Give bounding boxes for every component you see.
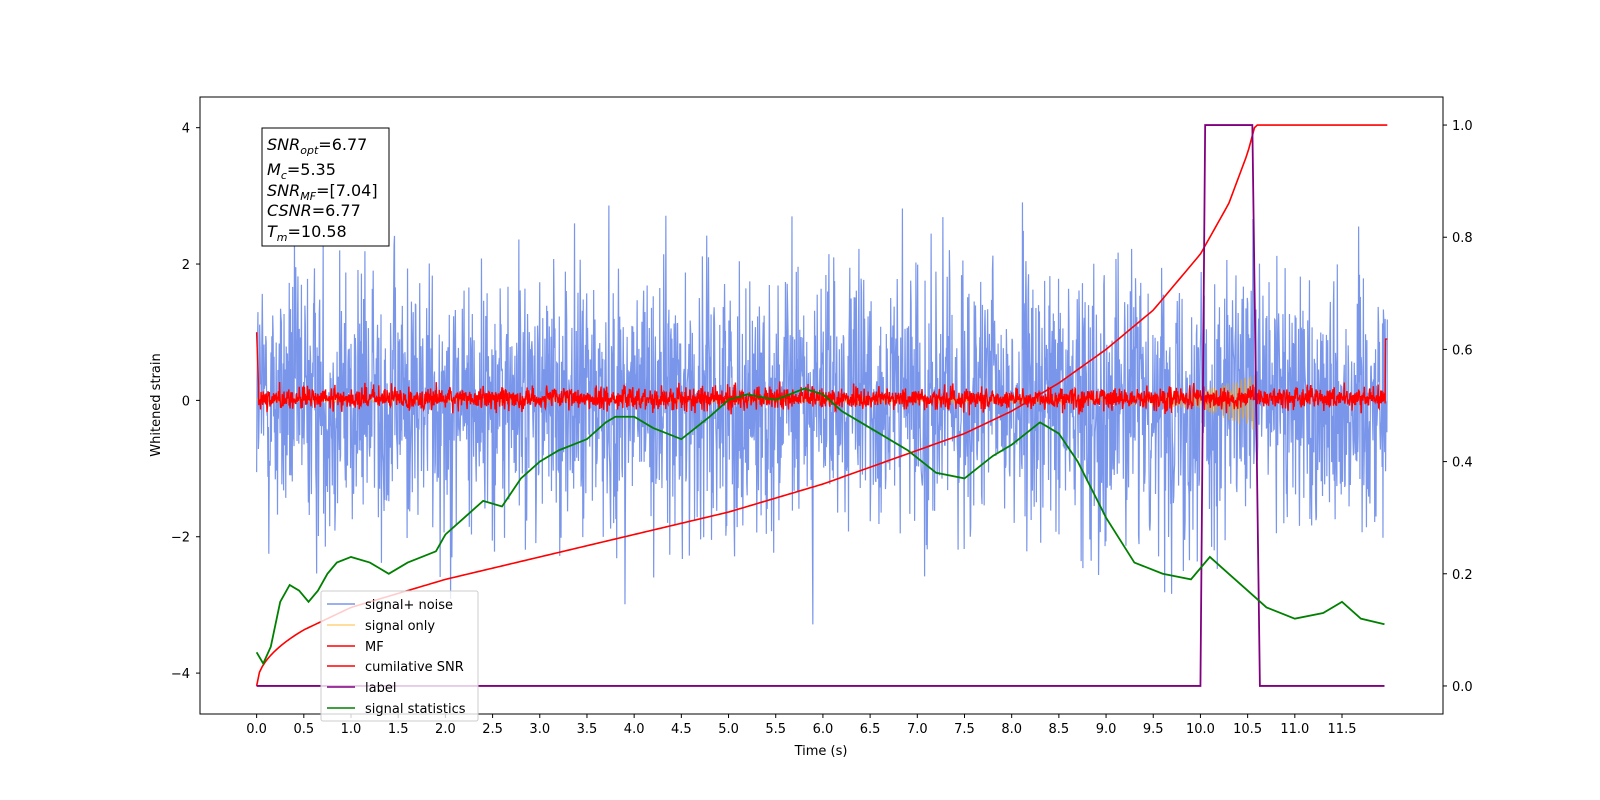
plot-frame — [199, 96, 1444, 715]
y-tick-label: 2 — [182, 258, 190, 273]
legend: signal+ noise signal only MF cumilative … — [320, 590, 479, 722]
series-signal-statistics-line — [255, 387, 1385, 666]
x-tick-label: 10.5 — [1233, 722, 1262, 737]
x-tick-label: 6.0 — [813, 722, 834, 737]
x-tick-label: 11.5 — [1328, 722, 1357, 737]
annotation-snr-opt: SNRopt=6.77 — [267, 135, 367, 157]
y-tick-label: −2 — [171, 531, 190, 546]
y-tick-label: 0 — [182, 394, 190, 409]
legend-item-signal-only: signal only — [327, 619, 435, 634]
y2-tick-label: 0.8 — [1452, 231, 1473, 246]
annotation-tm: Tm=10.58 — [267, 222, 347, 244]
x-tick-label: 1.5 — [388, 722, 409, 737]
plot-layer — [255, 124, 1388, 687]
y2-tick-label: 0.4 — [1452, 456, 1473, 471]
x-tick-label: 5.0 — [718, 722, 739, 737]
annotation-mc: Mc=5.35 — [267, 160, 336, 182]
y2-axis-ticks: 1.0 0.8 0.6 0.4 0.2 0.0 — [1443, 119, 1473, 695]
x-tick-label: 0.0 — [246, 722, 267, 737]
legend-item-label: label — [327, 681, 396, 696]
series-cumulative-snr-line — [255, 124, 1388, 687]
svg-text:signal+ noise: signal+ noise — [365, 598, 453, 613]
y-axis-ticks: 4 2 0 −2 −4 — [171, 122, 200, 682]
svg-text:label: label — [365, 681, 396, 696]
legend-item-signal-statistics: signal statistics — [327, 702, 466, 717]
x-axis-ticks: 0.0 0.5 1.0 1.5 2.0 2.5 3.0 3.5 4.0 4.5 5.0 5.5 6.0 6… — [246, 714, 1356, 737]
x-tick-label: 7.0 — [907, 722, 928, 737]
series-signal-noise-line — [256, 202, 1388, 625]
x-tick-label: 4.0 — [624, 722, 645, 737]
x-tick-label: 3.5 — [577, 722, 598, 737]
annotation-box: SNRopt=6.77 Mc=5.35 SNRMF=[7.04] CSNR=6.… — [261, 127, 390, 247]
series-label-line — [256, 124, 1385, 687]
x-tick-label: 8.5 — [1049, 722, 1070, 737]
x-tick-label: 6.5 — [860, 722, 881, 737]
svg-text:signal statistics: signal statistics — [365, 702, 466, 717]
x-axis-label: Time (s) — [794, 744, 848, 759]
legend-item-mf: MF — [327, 640, 384, 655]
x-tick-label: 9.5 — [1143, 722, 1164, 737]
x-tick-label: 9.0 — [1096, 722, 1117, 737]
svg-text:MF: MF — [365, 640, 384, 655]
x-tick-label: 2.0 — [435, 722, 456, 737]
legend-item-cumulative-snr: cumilative SNR — [327, 660, 464, 675]
y-axis-label: Whitened strain — [149, 353, 164, 456]
svg-text:signal only: signal only — [365, 619, 435, 634]
y2-tick-label: 1.0 — [1452, 119, 1473, 134]
y-tick-label: −4 — [171, 667, 190, 682]
x-tick-label: 4.5 — [671, 722, 692, 737]
series-mf-line — [255, 332, 1388, 416]
y2-tick-label: 0.2 — [1452, 568, 1473, 583]
x-tick-label: 0.5 — [293, 722, 314, 737]
x-tick-label: 1.0 — [341, 722, 362, 737]
y-tick-label: 4 — [182, 122, 190, 137]
x-tick-label: 2.5 — [482, 722, 503, 737]
y2-tick-label: 0.6 — [1452, 343, 1473, 358]
x-tick-label: 7.5 — [954, 722, 975, 737]
svg-text:cumilative SNR: cumilative SNR — [365, 660, 464, 675]
annotation-snr-mf: SNRMF=[7.04] — [267, 181, 378, 203]
x-tick-label: 8.0 — [1001, 722, 1022, 737]
x-tick-label: 10.0 — [1186, 722, 1215, 737]
x-tick-label: 3.0 — [529, 722, 550, 737]
x-tick-label: 5.5 — [765, 722, 786, 737]
annotation-csnr: CSNR=6.77 — [267, 201, 361, 220]
y2-tick-label: 0.0 — [1452, 680, 1473, 695]
x-tick-label: 11.0 — [1280, 722, 1309, 737]
legend-item-signal-noise: signal+ noise — [327, 598, 453, 613]
